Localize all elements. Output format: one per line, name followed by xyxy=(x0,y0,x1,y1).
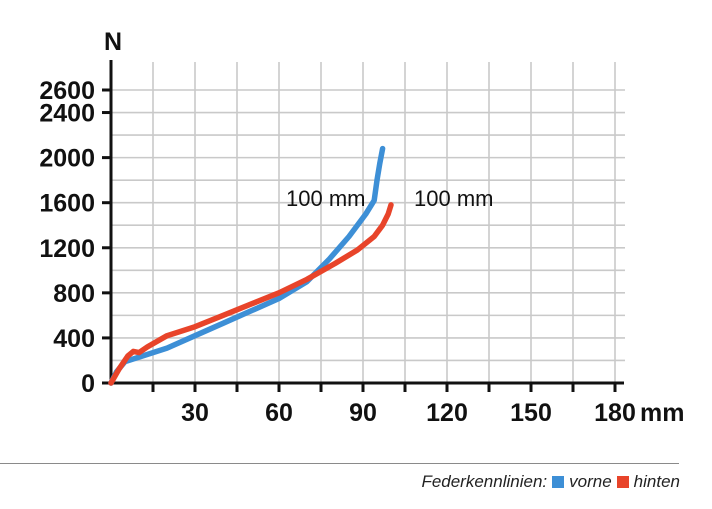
series-line-hinten xyxy=(108,202,394,386)
legend: Federkennlinien: vorne hinten xyxy=(421,472,680,492)
legend-label-vorne: vorne xyxy=(569,472,612,491)
series-lines xyxy=(108,145,394,386)
annotation-hinten: 100 mm xyxy=(414,186,493,211)
legend-swatch-hinten xyxy=(616,476,629,488)
legend-swatch-vorne xyxy=(552,476,565,488)
y-tick-label: 2400 xyxy=(39,100,95,128)
y-tick-label: 2000 xyxy=(39,145,95,173)
divider-line xyxy=(0,463,679,464)
axes xyxy=(102,60,624,392)
annotations: 100 mm 100 mm xyxy=(286,186,493,211)
x-tick-label: 180 xyxy=(594,399,636,427)
x-tick-label: 30 xyxy=(181,399,209,427)
y-tick-label: 1200 xyxy=(39,235,95,263)
y-tick-label: 400 xyxy=(53,325,95,353)
x-tick-labels: 30 60 90 120 150 180 xyxy=(181,399,636,427)
x-tick-label: 120 xyxy=(426,399,468,427)
y-tick-label: 800 xyxy=(53,280,95,308)
grid xyxy=(111,62,625,383)
series-line-vorne xyxy=(108,145,386,386)
y-tick-label: 0 xyxy=(81,370,95,398)
x-tick-label: 60 xyxy=(265,399,293,427)
y-tick-label: 2600 xyxy=(39,77,95,105)
x-tick-label: 150 xyxy=(510,399,552,427)
annotation-vorne: 100 mm xyxy=(286,186,365,211)
legend-label-hinten: hinten xyxy=(633,472,680,491)
y-unit-label: N xyxy=(104,28,122,56)
x-tick-label: 90 xyxy=(349,399,377,427)
x-unit-label: mm xyxy=(640,399,684,427)
y-tick-label: 1600 xyxy=(39,190,95,218)
legend-title: Federkennlinien: xyxy=(421,472,548,491)
